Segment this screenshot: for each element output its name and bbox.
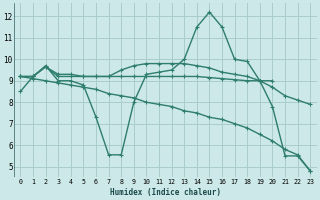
X-axis label: Humidex (Indice chaleur): Humidex (Indice chaleur)	[110, 188, 221, 197]
